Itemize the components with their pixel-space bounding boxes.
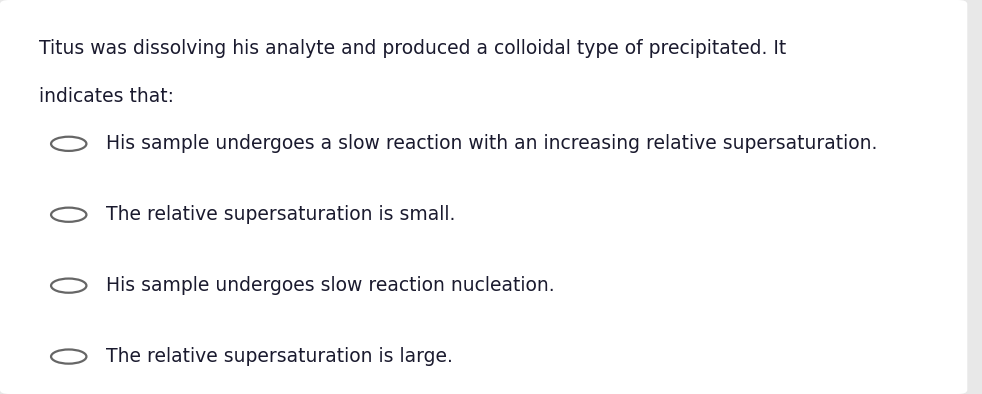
Circle shape <box>51 208 86 222</box>
Circle shape <box>51 349 86 364</box>
Circle shape <box>51 279 86 293</box>
Circle shape <box>51 137 86 151</box>
Text: His sample undergoes slow reaction nucleation.: His sample undergoes slow reaction nucle… <box>106 276 555 295</box>
Text: Titus was dissolving his analyte and produced a colloidal type of precipitated. : Titus was dissolving his analyte and pro… <box>39 39 787 58</box>
Text: The relative supersaturation is large.: The relative supersaturation is large. <box>106 347 453 366</box>
Text: indicates that:: indicates that: <box>39 87 174 106</box>
Text: The relative supersaturation is small.: The relative supersaturation is small. <box>106 205 456 224</box>
Text: His sample undergoes a slow reaction with an increasing relative supersaturation: His sample undergoes a slow reaction wit… <box>106 134 878 153</box>
